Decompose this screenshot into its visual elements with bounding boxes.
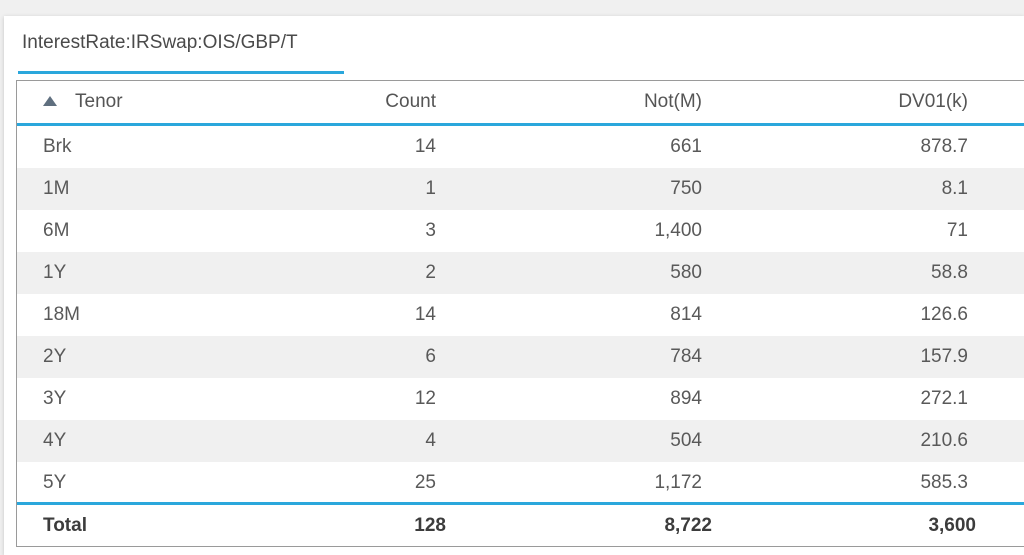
cell-count: 1: [425, 178, 436, 199]
cell-tenor: 1M: [43, 178, 70, 199]
grid-footer-total: Total 128 8,722 3,600: [17, 502, 1024, 546]
total-label: Total: [43, 514, 87, 536]
table-row[interactable]: 1M 1 750 8.1: [17, 168, 1024, 210]
cell-notional: 750: [670, 178, 702, 199]
cell-dv01: 157.9: [920, 346, 968, 367]
table-row[interactable]: 18M 14 814 126.6: [17, 294, 1024, 336]
column-header-dv01[interactable]: DV01(k): [898, 91, 968, 112]
sort-ascending-icon: [43, 96, 57, 106]
cell-notional: 504: [670, 430, 702, 451]
cell-tenor: Brk: [43, 136, 72, 157]
cell-count: 3: [425, 220, 436, 241]
column-header-tenor[interactable]: Tenor: [43, 81, 123, 123]
cell-notional: 661: [670, 136, 702, 157]
cell-count: 4: [425, 430, 436, 451]
column-header-count[interactable]: Count: [385, 91, 436, 112]
grid-body: Brk 14 661 878.7 1M 1 750 8.1 6M 3 1,400…: [17, 126, 1024, 500]
cell-count: 2: [425, 262, 436, 283]
cell-tenor: 3Y: [43, 388, 67, 409]
cell-dv01: 272.1: [920, 388, 968, 409]
cell-dv01: 126.6: [920, 304, 968, 325]
cell-notional: 894: [670, 388, 702, 409]
table-row[interactable]: 1Y 2 580 58.8: [17, 252, 1024, 294]
cell-dv01: 8.1: [941, 178, 968, 199]
cell-tenor: 1Y: [43, 262, 67, 283]
total-count: 128: [414, 514, 446, 536]
cell-count: 25: [414, 472, 436, 493]
grid-header: Tenor Count Not(M) DV01(k): [17, 81, 1024, 126]
total-dv01: 3,600: [928, 514, 976, 536]
total-notional: 8,722: [664, 514, 712, 536]
cell-tenor: 6M: [43, 220, 70, 241]
table-row[interactable]: 4Y 4 504 210.6: [17, 420, 1024, 462]
cell-count: 14: [414, 136, 436, 157]
table-row[interactable]: 2Y 6 784 157.9: [17, 336, 1024, 378]
cell-notional: 1,172: [654, 472, 702, 493]
report-panel: InterestRate:IRSwap:OIS/GBP/T Tenor Coun…: [4, 16, 1024, 555]
column-header-notional[interactable]: Not(M): [643, 91, 702, 112]
cell-count: 12: [414, 388, 436, 409]
cell-notional: 580: [670, 262, 702, 283]
tab-ois-gbp[interactable]: InterestRate:IRSwap:OIS/GBP/T: [18, 30, 344, 74]
cell-notional: 1,400: [654, 220, 702, 241]
column-header-label: Tenor: [75, 91, 123, 112]
cell-dv01: 585.3: [920, 472, 968, 493]
tab-title: InterestRate:IRSwap:OIS/GBP/T: [22, 32, 298, 53]
table-row[interactable]: 5Y 25 1,172 585.3: [17, 462, 1024, 500]
table-row[interactable]: 6M 3 1,400 71: [17, 210, 1024, 252]
cell-tenor: 5Y: [43, 472, 67, 493]
cell-dv01: 71: [946, 220, 968, 241]
cell-count: 14: [414, 304, 436, 325]
cell-dv01: 58.8: [931, 262, 968, 283]
data-grid: Tenor Count Not(M) DV01(k) Brk 14 661 87…: [16, 80, 1024, 547]
table-row[interactable]: 3Y 12 894 272.1: [17, 378, 1024, 420]
cell-tenor: 2Y: [43, 346, 67, 367]
cell-tenor: 18M: [43, 304, 80, 325]
cell-dv01: 210.6: [920, 430, 968, 451]
table-row[interactable]: Brk 14 661 878.7: [17, 126, 1024, 168]
cell-tenor: 4Y: [43, 430, 67, 451]
cell-count: 6: [425, 346, 436, 367]
cell-notional: 784: [670, 346, 702, 367]
cell-dv01: 878.7: [920, 136, 968, 157]
cell-notional: 814: [670, 304, 702, 325]
